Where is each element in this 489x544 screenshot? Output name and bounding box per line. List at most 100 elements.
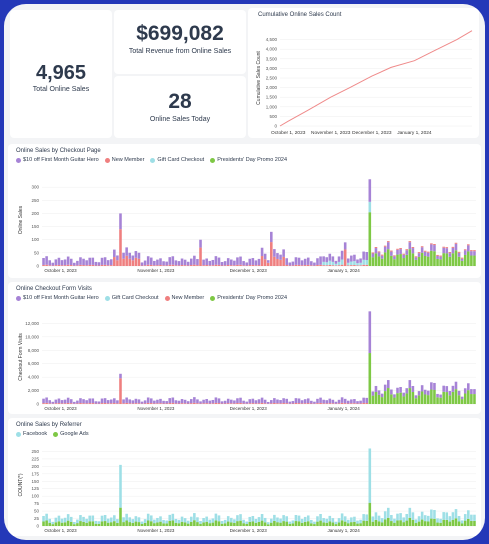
bar-segment <box>109 399 113 404</box>
bar-segment <box>427 251 430 253</box>
bar-segment <box>470 255 473 266</box>
bar-segment <box>303 521 307 526</box>
bar-segment <box>322 261 325 266</box>
legend-item[interactable]: New Member <box>104 157 144 163</box>
bar-segment <box>396 513 399 521</box>
bar-segment <box>113 257 116 266</box>
bar-segment <box>340 513 344 521</box>
kpi-card-total-sales: 4,965 Total Online Sales <box>10 10 112 138</box>
bar-segment <box>159 403 162 404</box>
bar-segment <box>79 403 82 404</box>
legend-item[interactable]: New Member <box>164 295 204 301</box>
bar-segment <box>85 403 88 404</box>
bar-segment <box>297 403 301 404</box>
bar-segment <box>153 519 156 524</box>
bar-segment <box>454 389 458 404</box>
bar-segment <box>189 403 193 404</box>
bar-segment <box>328 260 332 265</box>
bar-segment <box>380 254 384 256</box>
bar-segment <box>279 254 282 260</box>
bar-segment <box>303 258 307 266</box>
legend-item[interactable]: $10 off First Month Guitar Hero <box>16 295 99 301</box>
bar-segment <box>423 250 427 252</box>
bar-segment <box>230 265 233 266</box>
bar-segment <box>180 403 184 404</box>
bar-segment <box>266 260 270 263</box>
bar-segment <box>368 311 372 354</box>
bar-segment <box>377 256 381 266</box>
bar-segment <box>177 265 181 266</box>
bar-segment <box>300 260 304 266</box>
bar-segment <box>177 523 181 526</box>
bar-segment <box>257 258 261 266</box>
bar-segment <box>143 260 147 266</box>
bar-segment <box>226 403 230 404</box>
bar-segment <box>396 249 399 255</box>
bar-segment <box>257 265 261 266</box>
bar-segment <box>131 260 135 266</box>
y-tick-label: 0 <box>36 524 39 529</box>
bar-segment <box>171 256 175 265</box>
bar-segment <box>60 260 64 266</box>
bar-segment <box>343 242 347 250</box>
bar-segment <box>183 259 187 266</box>
bar-segment <box>276 522 279 526</box>
bar-segment <box>233 403 236 404</box>
bar-segment <box>91 521 95 526</box>
bar-segment <box>282 403 285 404</box>
visits-chart-card: Online Checkout Form Visits $10 off Firs… <box>8 282 481 414</box>
bar-segment <box>439 256 442 260</box>
bar-segment <box>310 265 313 266</box>
bar-segment <box>137 522 141 526</box>
bar-segment <box>463 254 467 266</box>
legend-item[interactable]: $10 off First Month Guitar Hero <box>16 157 99 163</box>
bar-segment <box>359 400 362 404</box>
legend-item[interactable]: Facebook <box>16 431 47 437</box>
bar-segment <box>411 253 415 266</box>
bar-segment <box>393 522 396 526</box>
bar-segment <box>460 399 464 404</box>
bar-segment <box>306 264 310 266</box>
legend-item[interactable]: Google Ads <box>53 431 89 437</box>
bar-segment <box>356 520 359 524</box>
bar-segment <box>48 260 51 266</box>
legend-item[interactable]: Gift Card Checkout <box>150 157 204 163</box>
x-tick-label: November 1, 2023 <box>311 130 351 136</box>
bar-segment <box>260 514 264 521</box>
legend-item[interactable]: Presidents' Day Promo 2024 <box>210 157 287 163</box>
visits-bar-chart: 0 2,000 4,000 6,000 8,000 10,000 12,000 Checkou… <box>18 311 476 411</box>
bar-segment <box>399 254 402 266</box>
bar-segment <box>113 249 116 258</box>
bar-segment <box>457 252 461 257</box>
bar-segment <box>131 400 135 404</box>
legend-item[interactable]: Gift Card Checkout <box>104 295 159 301</box>
bar-segment <box>82 403 85 404</box>
bar-segment <box>245 262 248 266</box>
bar-segment <box>60 265 64 266</box>
bar-segment <box>319 256 322 265</box>
bar-segment <box>316 398 319 404</box>
bar-segment <box>146 513 150 521</box>
bar-segment <box>328 398 332 404</box>
bar-segment <box>436 522 439 526</box>
bar-segment <box>122 522 125 526</box>
bar-segment <box>91 515 95 522</box>
y-axis-label: Checkout Form Visits <box>18 333 24 381</box>
bar-segment <box>340 397 344 403</box>
bar-segment <box>196 399 199 404</box>
bar-segment <box>353 265 356 266</box>
bar-segment <box>125 255 128 266</box>
bar-segment <box>417 521 421 526</box>
bar-segment <box>322 403 325 404</box>
bar-segment <box>340 264 344 266</box>
y-tick-label: 1,500 <box>266 95 278 100</box>
legend-item[interactable]: Presidents' Day Promo 2024 <box>210 295 287 301</box>
bar-segment <box>242 523 245 526</box>
kpi-revenue-value: $699,082 <box>136 22 224 45</box>
bar-segment <box>442 391 445 404</box>
legend-dot-icon <box>16 295 21 301</box>
bar-segment <box>45 520 48 526</box>
bar-segment <box>442 253 445 266</box>
bar-segment <box>63 265 67 266</box>
bar-segment <box>470 389 473 395</box>
